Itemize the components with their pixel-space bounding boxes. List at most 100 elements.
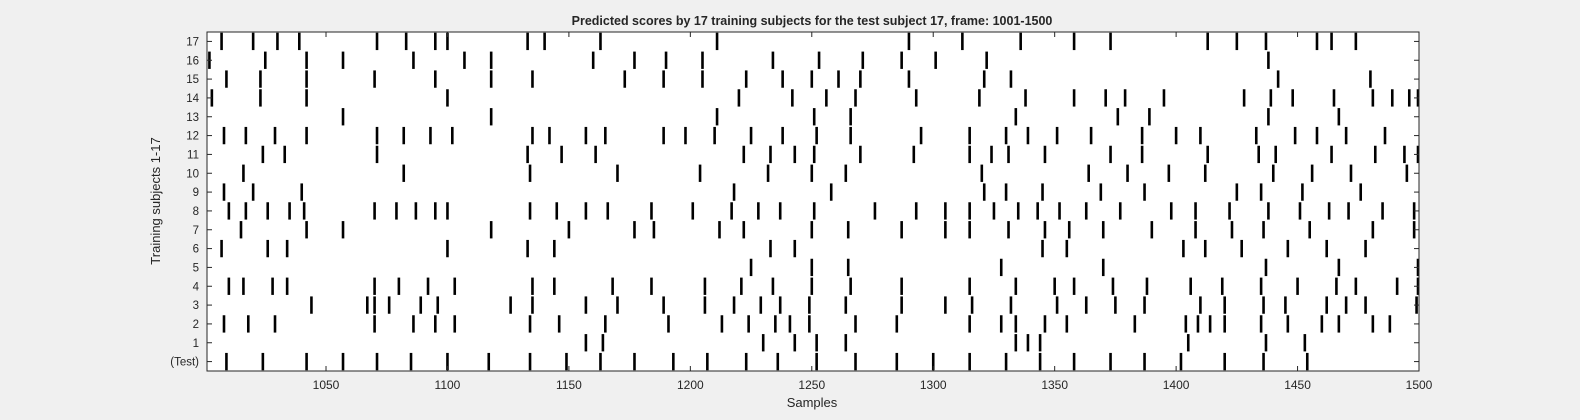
- event-mark: [1405, 164, 1409, 182]
- event-mark: [1349, 164, 1353, 182]
- event-mark: [1381, 202, 1384, 220]
- event-mark: [1148, 108, 1151, 126]
- event-mark: [1220, 277, 1224, 295]
- event-mark: [793, 145, 797, 164]
- event-mark: [434, 202, 437, 220]
- plot-frame: [206, 31, 1420, 372]
- event-mark: [305, 89, 308, 107]
- event-mark: [713, 126, 716, 145]
- event-mark: [1174, 126, 1178, 145]
- event-mark: [968, 202, 971, 220]
- event-mark: [1116, 108, 1120, 126]
- event-mark: [528, 352, 532, 371]
- y-tick-label: (Test): [170, 357, 199, 369]
- event-mark: [1364, 296, 1367, 314]
- event-mark: [873, 202, 877, 220]
- event-mark: [664, 51, 668, 69]
- event-mark: [487, 352, 491, 371]
- event-mark: [1264, 334, 1268, 352]
- event-mark: [567, 221, 571, 239]
- event-mark: [1101, 221, 1105, 239]
- event-mark: [1169, 202, 1173, 220]
- event-mark: [1099, 183, 1103, 201]
- event-mark: [1284, 296, 1287, 314]
- event-mark: [288, 202, 291, 220]
- event-mark: [526, 145, 529, 164]
- event-mark: [900, 277, 903, 295]
- event-mark: [1179, 352, 1183, 371]
- event-mark: [781, 126, 784, 145]
- event-mark: [900, 221, 903, 239]
- event-mark: [1114, 296, 1117, 314]
- event-mark: [1058, 202, 1061, 220]
- event-mark: [810, 70, 814, 88]
- event-mark: [531, 70, 534, 88]
- event-mark: [662, 296, 665, 314]
- event-mark: [1143, 183, 1146, 201]
- event-mark: [1072, 352, 1076, 371]
- event-mark: [1014, 108, 1018, 126]
- event-mark: [1162, 89, 1166, 107]
- event-mark: [1089, 126, 1093, 145]
- event-mark: [1203, 164, 1207, 182]
- event-mark: [531, 296, 534, 314]
- event-mark: [341, 51, 345, 69]
- event-mark: [302, 202, 306, 220]
- event-mark: [740, 277, 743, 295]
- x-tick-label: 1400: [1163, 378, 1190, 392]
- event-mark: [305, 51, 308, 69]
- event-mark: [1072, 277, 1076, 295]
- event-mark: [907, 70, 911, 88]
- event-mark: [715, 32, 719, 51]
- event-mark: [757, 202, 760, 220]
- y-tick-label: 15: [186, 74, 199, 86]
- event-mark: [594, 145, 597, 164]
- event-mark: [528, 315, 532, 333]
- event-mark: [246, 315, 250, 333]
- event-mark: [1007, 221, 1010, 239]
- event-mark: [1308, 221, 1311, 239]
- event-mark: [1053, 277, 1056, 295]
- event-mark: [861, 51, 865, 69]
- event-mark: [1286, 239, 1290, 258]
- event-mark: [703, 277, 707, 295]
- event-mark: [402, 126, 406, 145]
- y-tick-label: 4: [193, 281, 200, 293]
- event-mark: [1347, 202, 1350, 220]
- event-mark: [463, 51, 466, 69]
- event-mark: [934, 51, 937, 69]
- event-mark: [1072, 89, 1076, 107]
- event-mark: [1267, 108, 1270, 126]
- event-mark: [788, 315, 792, 333]
- event-mark: [742, 145, 746, 164]
- event-mark: [815, 352, 818, 371]
- event-mark: [553, 239, 556, 258]
- event-mark: [373, 202, 376, 220]
- event-mark: [1354, 277, 1358, 295]
- event-mark: [859, 145, 862, 164]
- event-mark: [548, 126, 551, 145]
- event-mark: [1267, 202, 1270, 220]
- event-mark: [718, 221, 721, 239]
- event-mark: [1276, 70, 1280, 88]
- event-mark: [854, 352, 857, 371]
- event-mark: [1254, 126, 1258, 145]
- event-mark: [1208, 315, 1212, 333]
- event-mark: [776, 352, 780, 371]
- chart-title: Predicted scores by 17 training subjects…: [572, 14, 1053, 28]
- x-tick-label: 1450: [1284, 378, 1311, 392]
- event-mark: [1407, 89, 1411, 107]
- event-mark: [1344, 126, 1348, 145]
- event-mark: [844, 296, 848, 314]
- event-mark: [1286, 315, 1290, 333]
- event-mark: [453, 277, 457, 295]
- event-mark: [1206, 145, 1209, 164]
- event-mark: [944, 221, 947, 239]
- event-mark: [812, 202, 816, 220]
- event-mark: [633, 51, 636, 69]
- event-mark: [1301, 183, 1304, 201]
- event-mark: [557, 315, 561, 333]
- event-mark: [1373, 145, 1377, 164]
- event-mark: [591, 51, 595, 69]
